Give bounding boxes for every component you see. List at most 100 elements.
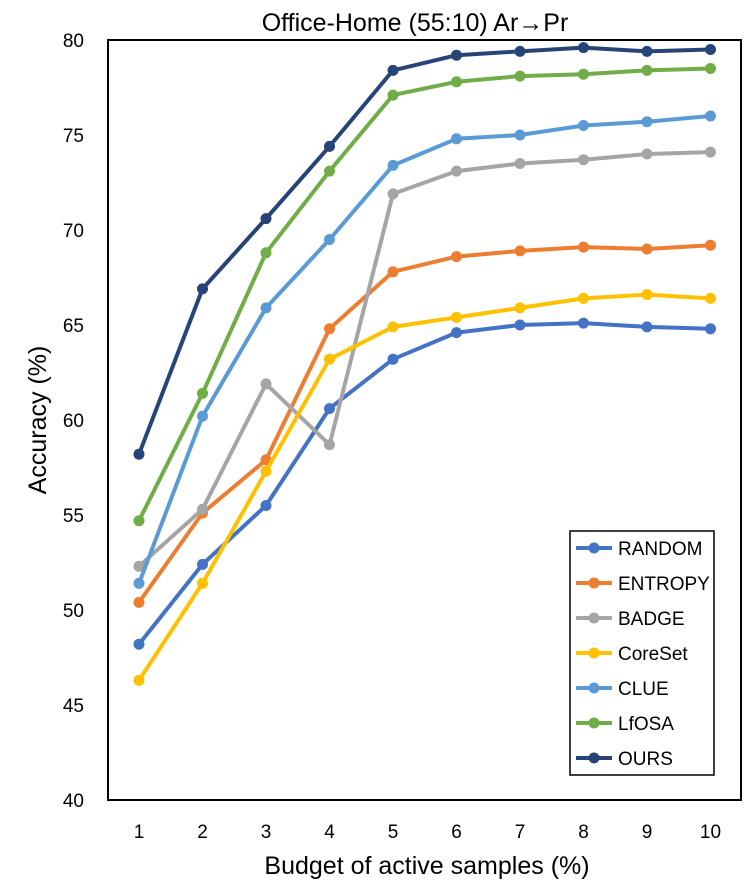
series-lfosa — [133, 63, 716, 527]
series-layer — [133, 42, 716, 686]
legend-label-entropy: ENTROPY — [618, 574, 710, 595]
y-tick-label: 70 — [63, 221, 84, 242]
data-point-coreset — [197, 577, 208, 589]
data-point-random — [641, 321, 653, 333]
legend-marker-random — [588, 542, 600, 554]
data-point-entropy — [133, 596, 145, 608]
data-point-clue — [705, 110, 716, 122]
series-line-ours — [137, 45, 711, 455]
data-point-badge — [260, 378, 272, 390]
series-line-entropy — [137, 243, 711, 604]
chart-title: Office-Home (55:10) Ar→Pr — [262, 9, 569, 37]
data-point-entropy — [387, 266, 399, 278]
data-point-clue — [324, 234, 335, 245]
data-point-ours — [578, 42, 589, 54]
data-point-entropy — [705, 239, 716, 251]
data-point-random — [451, 327, 462, 339]
data-point-lfosa — [324, 165, 335, 177]
data-point-ours — [260, 213, 272, 225]
data-point-ours — [514, 45, 526, 57]
legend-marker-lfosa — [588, 717, 600, 729]
x-tick-label: 6 — [451, 822, 462, 843]
legend-label-ours: OURS — [618, 749, 673, 770]
y-tick-label: 50 — [63, 601, 84, 622]
legend-marker-coreset — [588, 647, 600, 659]
data-point-random — [387, 353, 399, 365]
data-point-badge — [133, 560, 145, 572]
data-point-ours — [387, 64, 399, 76]
y-tick-label: 60 — [63, 411, 84, 432]
legend-marker-clue — [588, 682, 600, 694]
data-point-entropy — [514, 245, 526, 257]
x-tick-label: 5 — [388, 822, 399, 843]
x-tick-label: 9 — [642, 822, 653, 843]
data-point-ours — [197, 283, 208, 295]
legend-marker-badge — [588, 612, 600, 624]
data-point-coreset — [387, 321, 399, 333]
x-tick-label: 2 — [197, 822, 208, 843]
legend-marker-entropy — [588, 577, 600, 589]
data-point-lfosa — [197, 387, 208, 399]
data-point-ours — [133, 448, 145, 460]
series-line-lfosa — [137, 66, 711, 522]
legend: RANDOM ENTROPY BADGE CoreSet CLUE LfOSA OURS — [569, 530, 715, 776]
series-badge — [133, 146, 716, 572]
legend-label-coreset: CoreSet — [618, 644, 688, 665]
y-tick-label: 65 — [63, 316, 84, 337]
data-point-lfosa — [578, 68, 589, 80]
data-point-clue — [197, 410, 208, 422]
legend-label-random: RANDOM — [618, 539, 702, 560]
data-point-random — [578, 317, 589, 329]
plot-area-frame — [107, 39, 742, 801]
data-point-badge — [197, 503, 208, 515]
y-tick-label: 55 — [63, 506, 84, 527]
data-point-badge — [641, 148, 653, 160]
data-point-coreset — [578, 292, 589, 304]
data-point-coreset — [133, 674, 145, 686]
y-tick-label: 80 — [63, 31, 84, 52]
series-line-badge — [137, 150, 711, 568]
data-point-lfosa — [260, 247, 272, 259]
data-point-ours — [641, 45, 653, 57]
data-point-badge — [324, 439, 335, 451]
legend-label-badge: BADGE — [618, 609, 685, 630]
x-axis-ticks: 1 2 3 4 5 6 7 8 9 10 — [134, 822, 721, 843]
data-point-coreset — [451, 311, 462, 323]
data-point-random — [133, 638, 145, 650]
y-tick-label: 40 — [63, 791, 84, 812]
data-point-lfosa — [387, 89, 399, 101]
x-tick-label: 4 — [324, 822, 335, 843]
series-line-coreset — [137, 292, 711, 682]
y-axis-label: Accuracy (%) — [24, 346, 52, 495]
data-point-random — [705, 323, 716, 335]
data-point-ours — [324, 140, 335, 152]
data-point-coreset — [260, 465, 272, 477]
y-axis-ticks: 40 45 50 55 60 65 70 75 80 — [63, 31, 84, 812]
data-point-badge — [451, 165, 462, 177]
x-tick-label: 10 — [700, 822, 721, 843]
data-point-badge — [387, 188, 399, 200]
data-point-ours — [705, 44, 716, 55]
legend-label-clue: CLUE — [618, 679, 669, 700]
x-axis-label: Budget of active samples (%) — [264, 852, 589, 880]
data-point-entropy — [578, 241, 589, 253]
series-line-random — [137, 321, 711, 646]
data-point-clue — [514, 129, 526, 141]
x-tick-label: 8 — [578, 822, 589, 843]
series-random — [133, 317, 716, 650]
data-point-lfosa — [133, 515, 145, 527]
legend-marker-ours — [588, 752, 600, 764]
series-coreset — [133, 289, 716, 686]
data-point-random — [260, 500, 272, 511]
data-point-badge — [705, 146, 716, 158]
series-clue — [133, 110, 716, 589]
series-ours — [133, 42, 716, 460]
data-point-clue — [260, 302, 272, 314]
data-point-clue — [641, 116, 653, 128]
series-line-clue — [137, 114, 711, 585]
data-point-coreset — [324, 353, 335, 365]
x-tick-label: 1 — [134, 822, 145, 843]
data-point-ours — [451, 49, 462, 61]
data-point-lfosa — [514, 70, 526, 82]
data-point-lfosa — [641, 64, 653, 76]
